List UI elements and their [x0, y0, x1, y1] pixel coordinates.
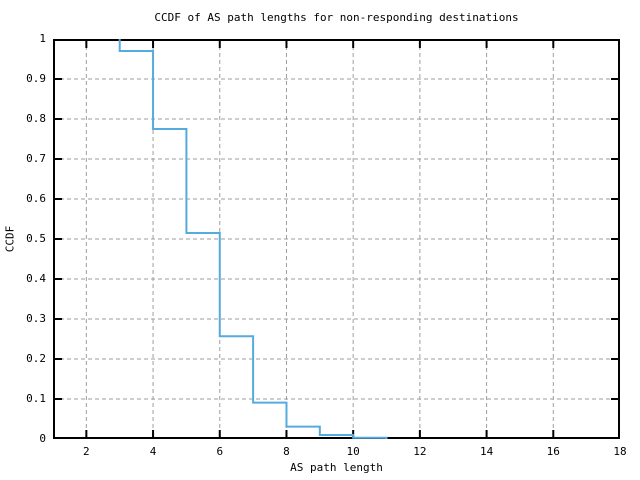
x-tick-label: 6: [216, 445, 224, 458]
x-tick-label: 2: [83, 445, 90, 458]
y-tick-label: 0.4: [26, 272, 46, 285]
chart-title: CCDF of AS path lengths for non-respondi…: [154, 11, 519, 24]
y-tick-label: 0.8: [26, 112, 46, 125]
x-tick-label: 16: [546, 445, 560, 458]
y-tick-label: 0: [39, 432, 46, 445]
x-tick-label: 4: [149, 445, 157, 458]
y-tick-label: 1: [39, 32, 46, 45]
y-tick-label: 0.7: [26, 152, 46, 165]
y-tick-label: 0.3: [26, 312, 46, 325]
y-tick-label: 0.9: [26, 72, 46, 85]
x-axis-title: AS path length: [290, 461, 383, 474]
y-tick-label: 0.6: [26, 192, 46, 205]
ccdf-step-curve: [118, 39, 388, 439]
plot-area: [53, 39, 620, 439]
x-tick-label: 18: [613, 445, 627, 458]
x-tick-label: 10: [346, 445, 360, 458]
x-tick-label: 12: [413, 445, 427, 458]
x-tick-label: 14: [479, 445, 494, 458]
y-tick-label: 0.5: [26, 232, 46, 245]
x-tick-label: 8: [283, 445, 290, 458]
y-tick-label: 0.1: [26, 392, 46, 405]
y-tick-label: 0.2: [26, 352, 46, 365]
plot-border: [53, 39, 620, 439]
ccdf-plot-svg: [53, 39, 620, 439]
